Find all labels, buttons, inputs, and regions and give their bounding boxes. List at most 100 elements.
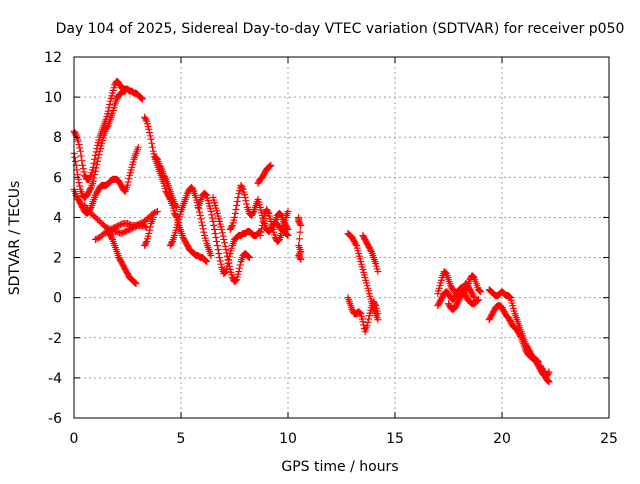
data-point (138, 95, 146, 103)
data-point (284, 207, 292, 215)
data-point-interp (544, 369, 552, 377)
data-point-interp (257, 228, 265, 236)
series-arc-k (194, 189, 264, 278)
data-point-interp (104, 123, 112, 131)
data-point-interp (242, 197, 250, 205)
data-point (91, 167, 99, 175)
data-point-interp (91, 171, 99, 179)
data-point-interp (86, 185, 94, 193)
series-arc-d (81, 201, 161, 233)
data-point-interp (356, 309, 364, 317)
data-point-interp (295, 235, 303, 243)
data-point-interp (196, 208, 204, 216)
data-point (545, 368, 553, 376)
data-point-interp (157, 164, 165, 172)
data-point (153, 207, 161, 215)
data-point-interp (259, 218, 267, 226)
data-point-interp (77, 152, 85, 160)
data-point (474, 296, 482, 304)
series-arc-e (91, 221, 151, 244)
data-point-interp (76, 182, 84, 190)
data-point-interp (197, 215, 205, 223)
series-arc-h (151, 153, 181, 211)
series-arc-b (70, 87, 129, 201)
data-point-interp (243, 200, 251, 208)
data-point-interp (475, 286, 483, 294)
data-point-interp (148, 143, 156, 151)
x-tick-label: 10 (279, 431, 297, 447)
data-point-interp (131, 278, 139, 286)
data-point-interp (108, 234, 116, 242)
data-point-interp (142, 239, 150, 247)
x-tick-label: 15 (386, 431, 404, 447)
data-point-interp (544, 377, 552, 385)
data-point-interp (232, 276, 240, 284)
data-point-interp (517, 332, 525, 340)
data-point-interp (232, 205, 240, 213)
data-point (374, 310, 382, 318)
data-point-interp (79, 165, 87, 173)
data-point (218, 225, 226, 233)
data-point-interp (201, 190, 209, 198)
y-tick-label: -6 (48, 411, 62, 427)
data-point-interp (245, 253, 253, 261)
y-tick-label: 0 (53, 291, 62, 307)
data-point-interp (355, 308, 363, 316)
grid-layer (74, 57, 609, 418)
data-point-interp (533, 357, 541, 365)
data-point (74, 137, 82, 145)
data-point-interp (208, 211, 216, 219)
y-axis-label: SDTVAR / TECUs (7, 181, 23, 296)
data-point (207, 252, 215, 260)
x-axis-label: GPS time / hours (281, 459, 398, 475)
data-point (94, 157, 102, 165)
data-point-interp (212, 234, 220, 241)
data-point-interp (244, 252, 252, 260)
data-point-interp (218, 229, 226, 237)
data-point-interp (75, 141, 83, 149)
data-point (211, 229, 219, 237)
data-point (121, 87, 129, 95)
data-point (297, 221, 305, 229)
data-point-interp (265, 163, 273, 171)
data-point (209, 217, 217, 225)
data-point (145, 125, 153, 133)
data-point-interp (199, 225, 207, 233)
data-point-interp (198, 218, 206, 226)
y-tick-label: 8 (53, 130, 62, 146)
data-point-interp (168, 239, 176, 247)
data-point-interp (152, 208, 160, 216)
data-point (132, 280, 140, 288)
data-point-interp (201, 256, 209, 264)
data-point-interp (367, 246, 375, 254)
data-point-interp (474, 296, 482, 304)
series-arc-p (273, 219, 292, 239)
data-point-interp (469, 292, 477, 300)
data-point-interp (233, 197, 241, 205)
data-point (267, 161, 275, 169)
series-arc-w (445, 280, 478, 314)
series-arc-j (166, 183, 215, 260)
data-point (213, 242, 221, 250)
plot-frame (73, 56, 610, 419)
x-tick-label: 5 (177, 431, 186, 447)
series-arc-t (344, 294, 382, 336)
data-point (198, 221, 206, 229)
data-point-interp (223, 252, 231, 260)
ticks-layer: 0 5 10 15 20 25 -6 -4 -2 0 2 4 6 8 10 12 (44, 50, 618, 447)
data-point (104, 107, 112, 115)
data-point (224, 256, 232, 264)
series-arc-l (209, 193, 253, 286)
data-point (79, 161, 87, 169)
data-point (477, 288, 485, 296)
data-point-interp (231, 209, 239, 217)
data-point-interp (86, 173, 94, 181)
data-point-interp (225, 259, 233, 267)
data-point (149, 213, 157, 221)
data-point-interp (146, 132, 154, 140)
data-point-interp (76, 144, 84, 152)
data-point-interp (92, 164, 100, 172)
series-arc-i (141, 213, 157, 250)
data-point (359, 318, 367, 326)
data-point-interp (80, 168, 88, 176)
